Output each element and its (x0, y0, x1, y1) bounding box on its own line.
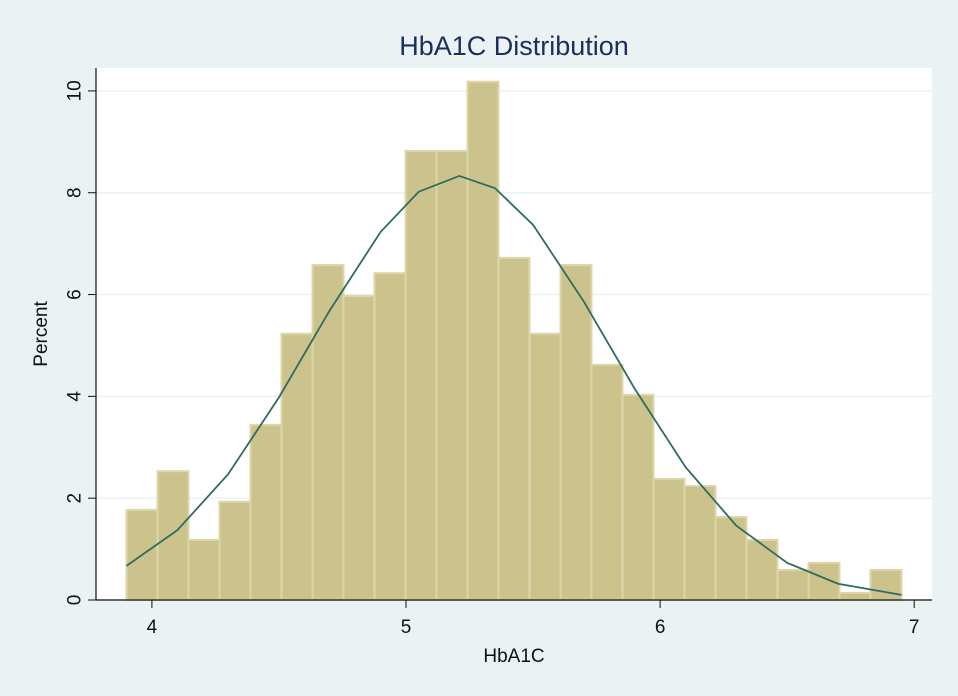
bar (528, 332, 562, 601)
bar (156, 470, 190, 602)
y-axis-label: Percent (31, 301, 52, 367)
y-tick-label: 6 (65, 289, 86, 300)
bar (652, 477, 686, 601)
bar (776, 568, 810, 601)
bar (373, 272, 407, 601)
bar (714, 516, 748, 602)
chart-title: HbA1C Distribution (399, 31, 629, 61)
bar (311, 264, 345, 601)
y-tick-label: 0 (65, 595, 86, 606)
bar (838, 591, 872, 602)
y-tick-label: 10 (65, 80, 86, 101)
bar (590, 363, 624, 601)
bar (621, 393, 655, 601)
x-axis-label: HbA1C (483, 646, 544, 667)
bar (187, 538, 221, 601)
bar (683, 484, 717, 601)
y-tick-label: 4 (65, 391, 86, 402)
y-tick-label: 8 (65, 187, 86, 198)
bar (745, 538, 779, 601)
y-tick-label: 2 (65, 493, 86, 504)
x-tick-label: 4 (147, 617, 158, 638)
bar (466, 80, 500, 601)
bar (404, 149, 438, 601)
x-tick-label: 6 (655, 617, 666, 638)
bar (559, 264, 593, 601)
bar (218, 500, 252, 601)
bar (497, 256, 531, 601)
bar (435, 149, 469, 601)
bar (280, 332, 314, 601)
bar (249, 423, 283, 602)
x-tick-label: 7 (909, 617, 920, 638)
bar (869, 568, 903, 601)
bar (342, 295, 376, 601)
normal-curve (125, 174, 902, 596)
x-tick-label: 5 (401, 617, 412, 638)
bar (807, 561, 841, 601)
